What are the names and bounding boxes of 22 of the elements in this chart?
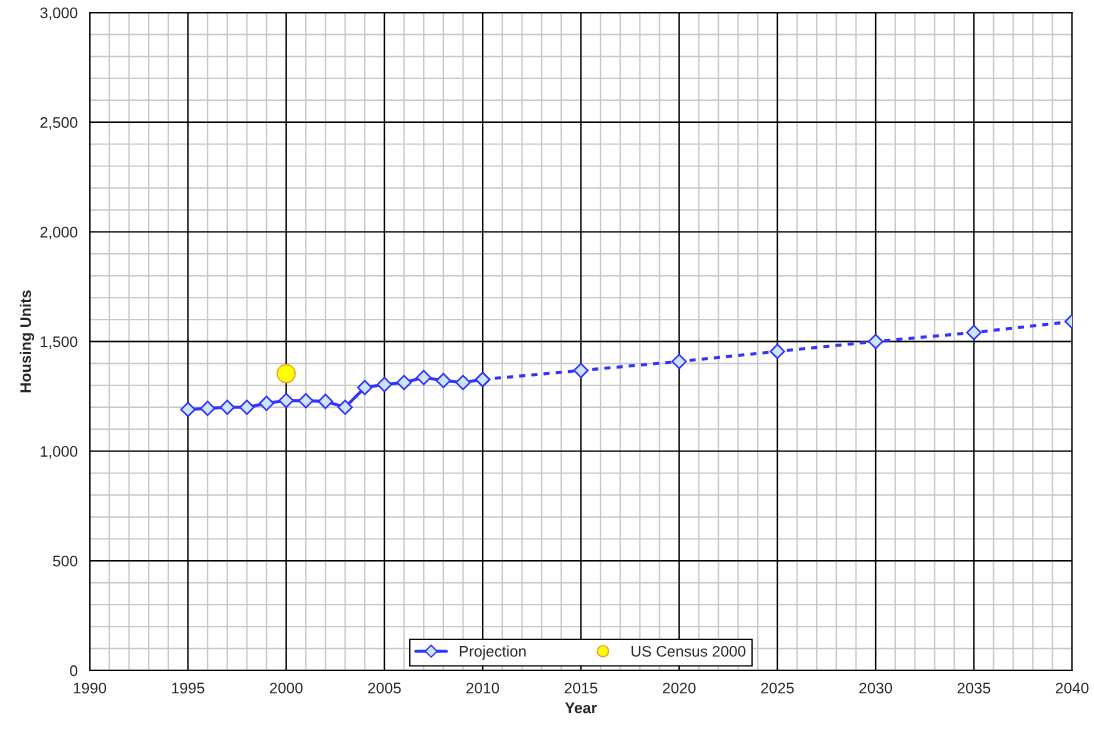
x-axis-title: Year xyxy=(565,702,597,714)
x-tick-label: 2015 xyxy=(564,682,598,694)
legend-label: US Census 2000 xyxy=(631,645,746,657)
y-tick-label: 500 xyxy=(53,555,78,567)
x-tick-label: 2030 xyxy=(859,682,893,694)
x-tick-label: 2000 xyxy=(269,682,303,694)
x-tick-label: 2025 xyxy=(761,682,794,694)
y-axis-title: Housing Units xyxy=(19,290,35,393)
y-tick-label: 2,000 xyxy=(40,226,78,240)
legend-label: Projection xyxy=(459,645,526,660)
x-tick-label: 2005 xyxy=(368,682,401,694)
x-tick-label: 2040 xyxy=(1055,682,1089,694)
y-tick-label: 1,000 xyxy=(40,446,78,459)
x-tick-label: 2020 xyxy=(662,682,696,694)
x-tick-label: 2035 xyxy=(957,682,991,694)
x-tick-label: 1995 xyxy=(172,682,205,694)
y-tick-label: 2,500 xyxy=(40,117,78,130)
x-tick-label: 2010 xyxy=(466,682,500,694)
y-tick-label: 1,500 xyxy=(40,336,78,349)
x-tick-label: 1990 xyxy=(73,682,107,694)
y-tick-label: 0 xyxy=(70,665,78,677)
y-tick-label: 3,000 xyxy=(40,7,78,21)
